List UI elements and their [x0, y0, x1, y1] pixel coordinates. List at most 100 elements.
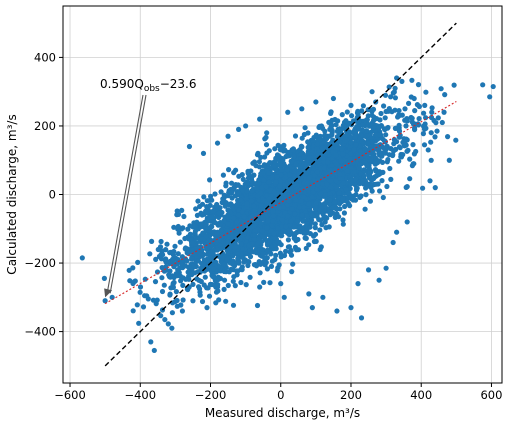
data-point — [260, 234, 266, 240]
data-point — [382, 92, 389, 98]
data-point — [396, 113, 402, 119]
data-point — [205, 225, 211, 231]
data-point — [208, 193, 214, 199]
annotation-arrow — [106, 94, 144, 294]
data-point — [321, 202, 328, 209]
data-point — [329, 205, 336, 211]
data-point — [130, 280, 136, 287]
data-point — [241, 214, 247, 220]
data-point — [237, 197, 244, 203]
data-point — [251, 236, 257, 242]
data-point — [265, 218, 271, 224]
data-point — [343, 187, 349, 193]
data-point — [391, 141, 397, 147]
data-point — [416, 116, 422, 122]
data-point — [200, 150, 207, 156]
y-axis-label: Calculated discharge, m³/s — [5, 114, 19, 274]
data-point — [221, 261, 227, 267]
data-point — [266, 196, 272, 202]
data-point — [425, 147, 431, 153]
data-point — [324, 181, 330, 188]
data-point — [291, 153, 297, 159]
data-point — [420, 131, 426, 137]
data-point — [178, 278, 184, 284]
data-point — [280, 204, 286, 210]
data-point — [355, 281, 361, 287]
data-point — [293, 197, 299, 203]
data-point — [244, 201, 250, 207]
data-point — [404, 219, 410, 225]
data-point — [338, 158, 344, 164]
y-tick-label: −200 — [24, 256, 56, 270]
data-point — [314, 213, 320, 219]
data-point — [137, 284, 144, 290]
data-point — [321, 165, 327, 171]
data-point — [428, 114, 435, 121]
data-point — [376, 150, 382, 156]
data-point — [306, 291, 312, 297]
data-point — [174, 297, 180, 304]
data-point — [258, 203, 264, 209]
data-point — [142, 293, 148, 299]
data-point — [404, 148, 410, 154]
data-point — [372, 132, 379, 138]
data-point — [409, 163, 415, 169]
data-point — [161, 282, 167, 288]
data-point — [262, 154, 268, 160]
data-point — [136, 320, 142, 326]
data-point — [209, 214, 215, 220]
data-point — [348, 305, 354, 311]
data-point — [334, 128, 340, 134]
data-point — [264, 247, 270, 253]
data-point — [397, 145, 403, 151]
data-point — [285, 237, 291, 243]
data-point — [140, 304, 147, 310]
data-point — [432, 134, 438, 140]
data-point — [227, 209, 233, 215]
data-point — [290, 261, 296, 267]
data-point — [281, 294, 287, 300]
y-tick-label: 200 — [34, 119, 56, 133]
data-point — [390, 152, 396, 159]
data-point — [312, 221, 318, 227]
data-point — [170, 282, 176, 288]
x-tick-label: −200 — [195, 388, 227, 402]
data-point — [153, 256, 159, 262]
data-point — [169, 310, 175, 316]
data-point — [322, 132, 328, 138]
data-point — [344, 132, 350, 138]
data-point — [309, 305, 315, 311]
data-point — [277, 250, 283, 256]
data-point — [272, 146, 278, 152]
data-point — [204, 209, 211, 215]
data-point — [347, 120, 353, 126]
data-point — [207, 177, 213, 183]
data-point — [180, 297, 186, 303]
data-point — [251, 262, 257, 268]
data-point — [297, 147, 303, 153]
data-point — [257, 284, 263, 290]
data-point — [315, 177, 321, 183]
data-point — [428, 139, 434, 145]
data-point — [421, 142, 428, 148]
data-point — [238, 279, 244, 286]
data-point — [324, 171, 330, 178]
data-point — [216, 210, 222, 216]
data-point — [257, 116, 263, 122]
data-point — [438, 86, 444, 92]
data-point — [256, 164, 263, 170]
data-point — [238, 241, 244, 247]
data-point — [365, 140, 371, 146]
data-point — [297, 163, 303, 169]
data-point — [370, 106, 377, 112]
data-point — [174, 303, 180, 309]
data-point — [261, 177, 267, 184]
data-point — [156, 253, 162, 260]
data-point — [266, 179, 272, 185]
data-point — [232, 193, 238, 199]
data-point — [291, 235, 297, 241]
data-point — [263, 134, 269, 141]
data-point — [217, 222, 223, 228]
data-point — [351, 181, 358, 187]
data-point — [241, 259, 247, 265]
